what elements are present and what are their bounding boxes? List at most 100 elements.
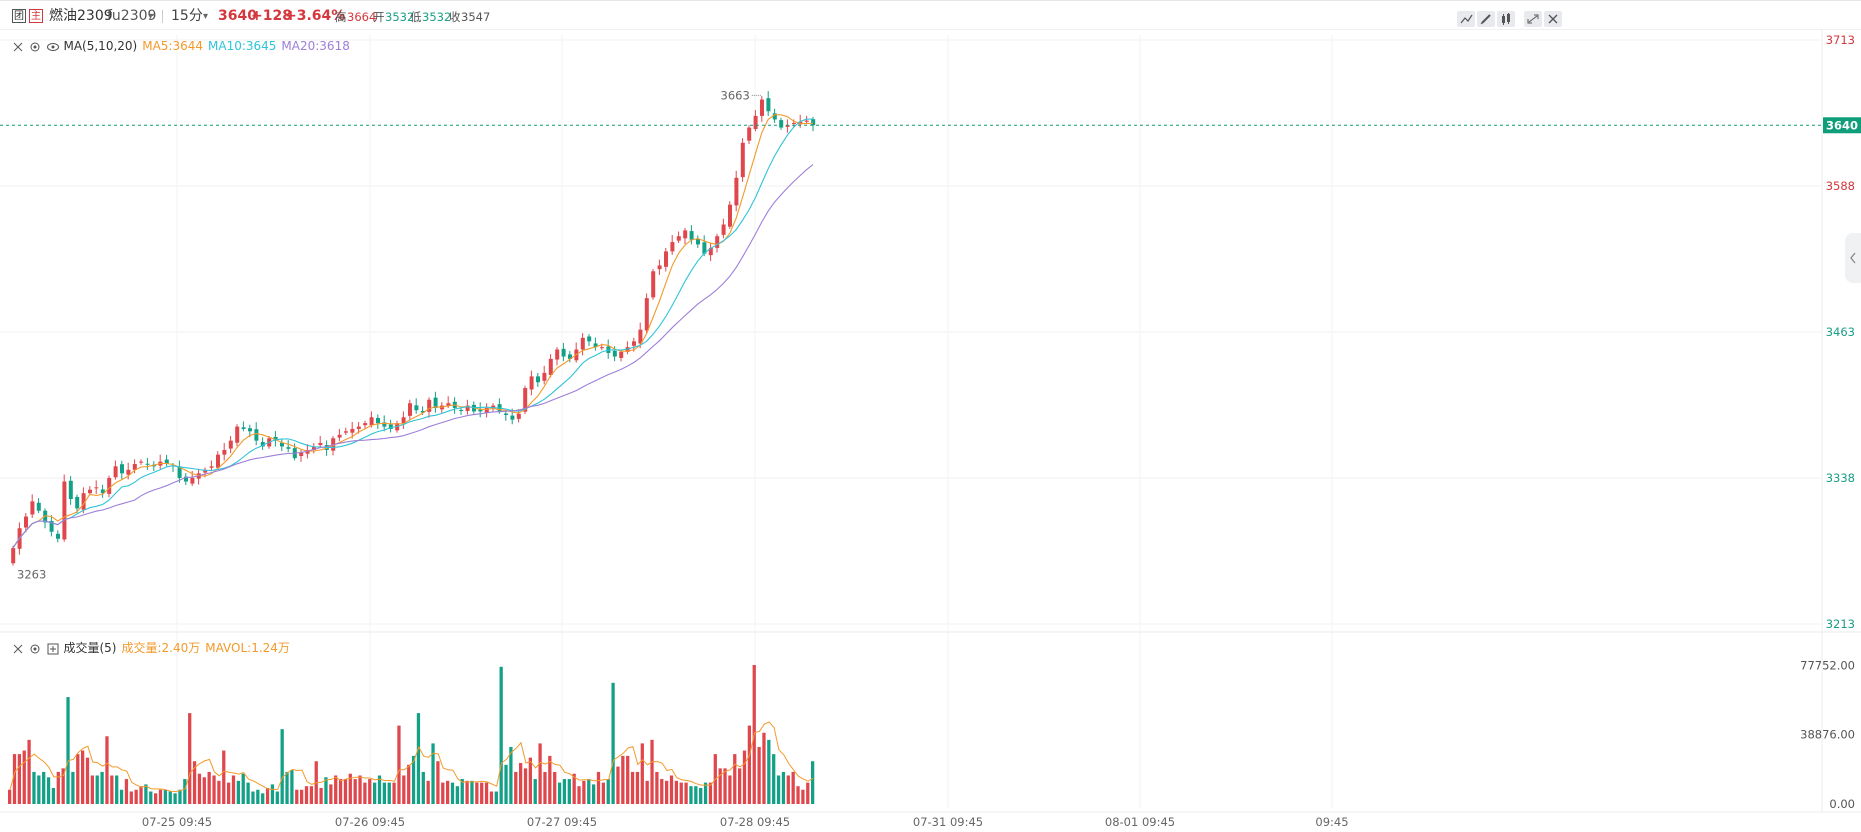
price-axis-label: 3463: [1826, 325, 1855, 339]
candle-body: [286, 447, 291, 449]
candle: [760, 96, 764, 122]
line-tool-icon[interactable]: [1457, 11, 1475, 27]
candle: [459, 407, 464, 415]
candle: [414, 398, 419, 414]
volume-bar: [796, 786, 800, 804]
volume-bar: [27, 739, 31, 804]
candle: [683, 228, 688, 245]
volume-bar: [207, 771, 211, 804]
volume-bar: [441, 782, 445, 804]
candle: [676, 231, 681, 243]
symbol-code[interactable]: fu2309: [107, 8, 157, 24]
candle: [766, 91, 771, 116]
volume-bar: [129, 791, 133, 804]
volume-bar: [772, 754, 776, 804]
current-price-tag: [1823, 117, 1861, 134]
candle: [113, 460, 118, 480]
volume-bar: [8, 789, 12, 804]
volume-bar: [149, 791, 153, 804]
volume-label: 成交量(5): [63, 641, 117, 655]
high-value: 3664: [347, 10, 377, 24]
volume-bar: [56, 771, 60, 804]
volume-bar: [17, 754, 21, 804]
volume-bar: [329, 784, 333, 804]
settings-icon[interactable]: [28, 643, 42, 655]
candle-body: [676, 236, 681, 241]
close-icon[interactable]: [12, 643, 24, 655]
volume-bar: [124, 779, 129, 804]
volume-bar: [280, 729, 284, 804]
settings-icon[interactable]: [28, 41, 42, 53]
close-icon[interactable]: [12, 41, 24, 53]
volume-bar: [81, 750, 85, 804]
volume-bar: [577, 786, 581, 804]
candle-body: [113, 466, 118, 478]
price-axis-label: 3713: [1826, 33, 1855, 47]
volume-bar: [343, 779, 348, 804]
candle: [388, 419, 393, 433]
volume-bar: [781, 771, 786, 804]
candle-body: [632, 341, 636, 346]
collapse-panel-handle[interactable]: [1845, 233, 1861, 283]
add-icon[interactable]: [46, 643, 60, 655]
candle: [427, 397, 432, 418]
brush-icon[interactable]: [1477, 11, 1495, 27]
volume-bar: [324, 777, 328, 804]
collapse-arrow-icon[interactable]: [1845, 233, 1861, 283]
volume-bar: [304, 786, 309, 804]
candle-body: [273, 436, 278, 441]
volume-bar: [37, 775, 41, 804]
volume-bar: [256, 789, 260, 804]
volume-bar: [801, 789, 805, 804]
candle: [580, 333, 585, 356]
candle: [30, 494, 35, 518]
interval-select[interactable]: 15分: [171, 8, 203, 24]
close-label: 收: [449, 10, 461, 24]
candle-body: [120, 464, 124, 474]
candle-body: [30, 501, 35, 515]
volume-bar: [606, 779, 610, 804]
candle-body: [36, 502, 41, 511]
candle-body: [587, 336, 592, 342]
volume-bar: [669, 775, 674, 804]
mavol-line: [9, 721, 814, 793]
volume-bar: [699, 787, 703, 804]
candle-body: [593, 343, 598, 348]
close-chart-icon[interactable]: [1544, 11, 1562, 27]
symbol-dropdown-icon[interactable]: ▾: [148, 11, 154, 22]
volume-bar: [475, 782, 479, 804]
volume-bar: [402, 775, 406, 804]
main-contract-badge[interactable]: 主: [29, 9, 43, 23]
candle-body: [548, 358, 553, 375]
volume-bar: [528, 757, 532, 804]
expand-icon[interactable]: [1524, 11, 1542, 27]
volume-bar: [596, 771, 601, 804]
volume-bar: [572, 773, 576, 804]
volume-bar: [694, 786, 698, 804]
candle: [574, 342, 579, 363]
volume-bar: [90, 775, 94, 804]
ma5-value: MA5:3644: [142, 39, 203, 53]
open-value: 3532: [385, 10, 415, 24]
volume-bar: [708, 782, 713, 804]
indicator-icon[interactable]: [1497, 11, 1515, 27]
candle: [484, 403, 489, 418]
symbol-name[interactable]: 燃油2309: [49, 8, 113, 24]
candle-body: [689, 231, 694, 240]
candle-body: [132, 463, 137, 470]
candle-body: [420, 410, 425, 413]
candle-body: [305, 449, 310, 454]
candle: [644, 293, 649, 334]
eye-icon[interactable]: [46, 41, 60, 53]
candle: [548, 354, 553, 378]
volume-bar: [236, 780, 240, 804]
candle: [94, 480, 99, 495]
volume-bar: [188, 713, 192, 804]
group-badge[interactable]: 团: [12, 9, 26, 23]
candle: [337, 428, 342, 442]
interval-dropdown-icon[interactable]: ▾: [203, 11, 209, 22]
low-value: 3532: [422, 10, 452, 24]
volume-bar: [543, 771, 547, 804]
volume-bar: [197, 773, 202, 804]
